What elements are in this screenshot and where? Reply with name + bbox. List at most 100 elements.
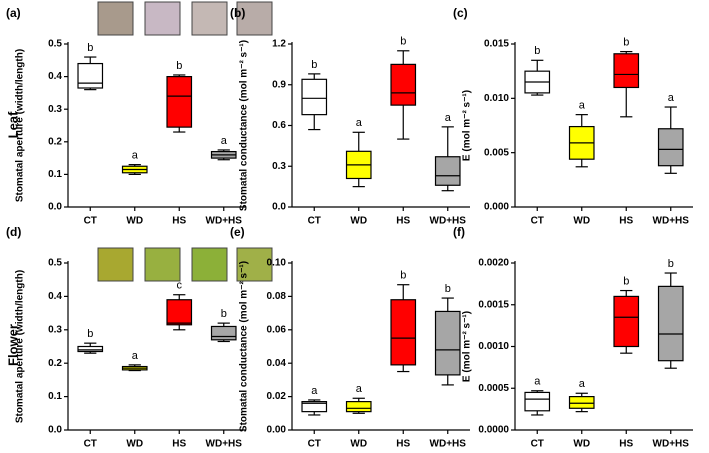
significance-letter: a [579,378,586,390]
box [613,295,640,348]
y-tick-label: 0.6 [272,120,286,131]
y-tick-label: 0.4 [48,71,62,82]
y-tick-label: 0.0020 [478,258,509,269]
x-tick-label: HS [619,216,633,227]
box [166,299,193,326]
box [613,53,640,89]
x-tick-label: WD+HS [206,216,243,227]
box [345,401,372,413]
box [657,128,684,167]
x-tick-label: WD [350,439,367,450]
x-tick-label: CT [308,439,321,450]
y-tick-label: 0.0 [48,425,62,436]
thumbnail [236,247,273,282]
significance-letter: a [534,376,541,388]
x-tick-label: HS [172,216,186,227]
significance-letter: b [311,59,317,71]
flower-thumbnails [97,247,273,282]
y-tick-label: 0.000 [484,202,509,213]
significance-letter: a [132,350,139,362]
y-tick-label: 0.2 [48,358,62,369]
x-tick-label: HS [172,439,186,450]
box [434,310,461,376]
y-tick-label: 0.2 [48,136,62,147]
significance-letter: a [579,100,586,112]
y-tick-label: 0.02 [267,391,287,402]
y-tick-label: 0.3 [48,104,62,115]
significance-letter: c [177,280,183,292]
panel-label: (a) [6,6,21,20]
x-tick-label: WD+HS [430,439,467,450]
x-tick-label: WD [350,216,367,227]
significance-letter: a [132,150,139,162]
y-axis-label: Stomatal aperture (width/length) [15,270,26,423]
y-tick-label: 0.00 [267,425,287,436]
y-tick-label: 0.005 [484,147,509,158]
box [210,325,237,341]
y-tick-label: 0.9 [272,79,286,90]
x-tick-label: HS [619,439,633,450]
leaf-thumbnails [97,1,273,36]
significance-letter: b [445,283,451,295]
y-tick-label: 0.0015 [478,299,509,310]
panel-label: (e) [230,225,245,239]
box [657,285,684,362]
x-tick-label: WD+HS [430,216,467,227]
box [568,396,595,409]
y-tick-label: 0.08 [267,291,287,302]
y-tick-label: 1.2 [272,39,286,50]
row-label: Flower [5,324,20,366]
significance-letter: b [87,42,93,54]
significance-letter: b [221,308,227,320]
y-tick-label: 0.0 [272,202,286,213]
y-tick-label: 0.3 [272,161,286,172]
x-tick-label: WD [573,216,590,227]
y-tick-label: 0.4 [48,291,62,302]
significance-letter: a [356,383,363,395]
significance-letter: a [356,117,363,129]
panel-label: (c) [453,6,468,20]
x-tick-label: CT [308,216,321,227]
box [301,401,328,413]
thumbnail [97,1,134,36]
y-axis-label: E (mol m⁻² s⁻¹) [462,90,473,161]
x-tick-label: WD+HS [206,439,243,450]
box [166,75,193,128]
y-tick-label: 0.3 [48,324,62,335]
significance-letter: b [623,275,629,287]
row-label: Leaf [5,111,20,138]
x-tick-label: HS [396,216,410,227]
y-tick-label: 0.0005 [478,383,509,394]
y-tick-label: 0.1 [48,391,62,402]
box [390,63,417,106]
x-tick-label: CT [84,439,97,450]
y-axis-label: E (mol m⁻² s⁻¹) [462,311,473,382]
box [524,391,551,412]
y-tick-label: 0.0010 [478,341,509,352]
x-tick-label: WD+HS [653,216,690,227]
y-axis-label: Stomatal conductance (mol m⁻² s⁻¹) [239,261,250,432]
x-tick-label: WD [126,439,143,450]
y-tick-label: 0.0 [48,202,62,213]
significance-letter: b [668,258,674,270]
y-tick-label: 0.5 [48,39,62,50]
x-tick-label: WD [573,439,590,450]
y-tick-label: 0.0000 [478,425,509,436]
significance-letter: b [534,45,540,57]
panel-label: (f) [453,225,465,239]
x-tick-label: CT [531,216,544,227]
y-axis-label: Stomatal conductance (mol m⁻² s⁻¹) [239,40,250,211]
panel-label: (b) [230,6,245,20]
y-tick-label: 0.1 [48,169,62,180]
x-tick-label: WD+HS [653,439,690,450]
thumbnail [144,1,181,36]
thumbnail [236,1,273,36]
x-tick-label: CT [84,216,97,227]
y-tick-label: 0.5 [48,258,62,269]
significance-letter: a [311,385,318,397]
thumbnail [97,247,134,282]
x-tick-label: CT [531,439,544,450]
box [77,345,104,353]
panel-label: (d) [6,225,21,239]
significance-letter: a [221,135,228,147]
